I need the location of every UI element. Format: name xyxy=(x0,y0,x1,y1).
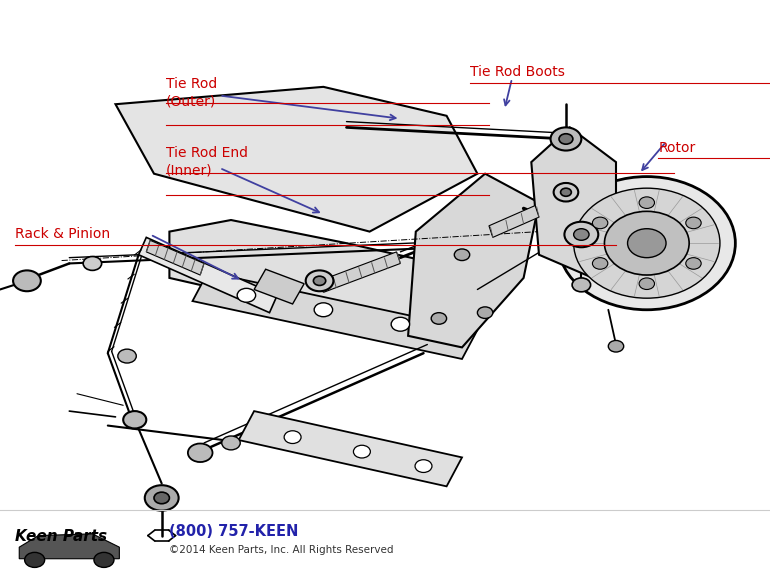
Polygon shape xyxy=(254,269,304,304)
Circle shape xyxy=(551,127,581,151)
Polygon shape xyxy=(169,220,477,336)
Circle shape xyxy=(13,270,41,291)
Text: Rack & Pinion: Rack & Pinion xyxy=(15,228,111,241)
Polygon shape xyxy=(146,240,204,275)
Circle shape xyxy=(83,256,102,270)
Polygon shape xyxy=(239,411,462,486)
Circle shape xyxy=(477,307,493,318)
Circle shape xyxy=(604,211,689,275)
Circle shape xyxy=(431,313,447,324)
Circle shape xyxy=(222,436,240,450)
Text: Rotor: Rotor xyxy=(658,141,695,155)
Circle shape xyxy=(628,229,666,258)
Polygon shape xyxy=(408,174,539,347)
Circle shape xyxy=(686,258,701,269)
Circle shape xyxy=(313,276,326,285)
Circle shape xyxy=(284,431,301,444)
Circle shape xyxy=(188,444,213,462)
Circle shape xyxy=(574,188,720,298)
Circle shape xyxy=(639,278,654,290)
Circle shape xyxy=(25,552,45,567)
Circle shape xyxy=(237,288,256,302)
Circle shape xyxy=(561,188,571,196)
Polygon shape xyxy=(116,87,477,232)
Circle shape xyxy=(314,303,333,317)
Text: Tie Rod
(Outer): Tie Rod (Outer) xyxy=(166,77,217,108)
Circle shape xyxy=(608,340,624,352)
Circle shape xyxy=(639,197,654,208)
Circle shape xyxy=(145,485,179,511)
Circle shape xyxy=(306,270,333,291)
Circle shape xyxy=(559,134,573,144)
Circle shape xyxy=(415,460,432,472)
Text: Tie Rod Boots: Tie Rod Boots xyxy=(470,65,564,79)
Circle shape xyxy=(686,217,701,229)
Text: ©2014 Keen Parts, Inc. All Rights Reserved: ©2014 Keen Parts, Inc. All Rights Reserv… xyxy=(169,545,394,555)
Circle shape xyxy=(564,222,598,247)
Polygon shape xyxy=(19,534,119,559)
Text: (800) 757-KEEN: (800) 757-KEEN xyxy=(169,523,299,538)
Text: Keen Parts: Keen Parts xyxy=(15,529,108,544)
Circle shape xyxy=(154,492,169,504)
Circle shape xyxy=(118,349,136,363)
Circle shape xyxy=(123,411,146,428)
Circle shape xyxy=(558,177,735,310)
Circle shape xyxy=(454,249,470,261)
Circle shape xyxy=(574,229,589,240)
Circle shape xyxy=(554,183,578,201)
Polygon shape xyxy=(489,206,539,237)
Polygon shape xyxy=(320,252,400,292)
Circle shape xyxy=(353,445,370,458)
Polygon shape xyxy=(192,272,477,359)
Polygon shape xyxy=(139,237,277,313)
Circle shape xyxy=(572,278,591,292)
Polygon shape xyxy=(531,127,616,278)
Circle shape xyxy=(592,258,608,269)
Circle shape xyxy=(592,217,608,229)
Circle shape xyxy=(94,552,114,567)
Circle shape xyxy=(391,317,410,331)
Text: Tie Rod End
(Inner): Tie Rod End (Inner) xyxy=(166,146,247,178)
